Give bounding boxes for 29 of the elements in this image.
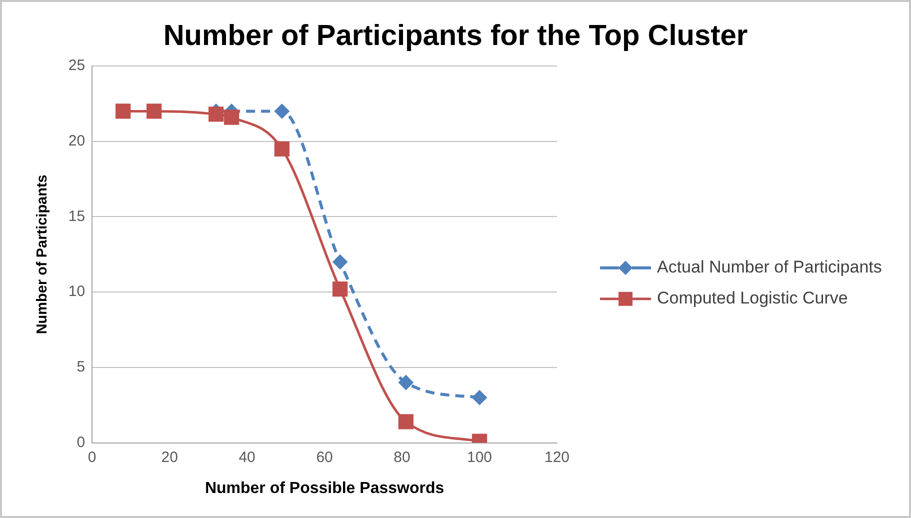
point <box>274 104 290 119</box>
y-axis-title: Number of Participants <box>34 174 51 334</box>
y-tick-label: 20 <box>68 132 86 150</box>
point <box>332 281 348 297</box>
x-tick-label: 20 <box>161 448 178 466</box>
x-tick-label: 60 <box>316 448 333 466</box>
point <box>224 110 240 125</box>
x-tick-label: 80 <box>394 448 410 466</box>
x-tick-label: 40 <box>238 448 256 466</box>
x-tick-label: 100 <box>467 448 492 466</box>
point <box>116 104 131 119</box>
y-tick-label: 0 <box>76 434 86 451</box>
point <box>398 414 414 430</box>
x-axis-title: Number of Possible Passwords <box>204 480 444 497</box>
chart-title: Number of Participants for the Top Cluster <box>163 20 748 52</box>
x-tick-label: 120 <box>544 448 570 466</box>
point <box>208 106 224 122</box>
y-tick-label: 5 <box>76 358 86 376</box>
legend-label: Actual Number of Participants <box>657 258 882 277</box>
point <box>274 141 290 156</box>
point <box>472 390 488 406</box>
point <box>398 375 414 390</box>
point <box>332 254 348 270</box>
y-tick-label: 15 <box>68 208 86 225</box>
y-tick-label: 10 <box>68 283 86 300</box>
x-tick-label: 0 <box>88 448 96 466</box>
legend-label: Computed Logistic Curve <box>657 288 848 308</box>
y-tick-label: 25 <box>68 57 86 74</box>
point <box>146 104 162 119</box>
